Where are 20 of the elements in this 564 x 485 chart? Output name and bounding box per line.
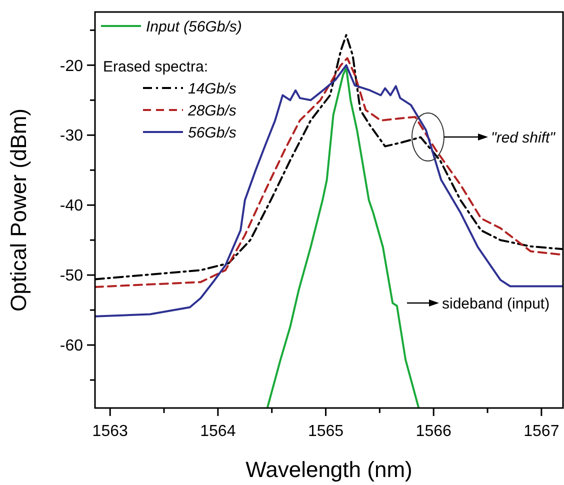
y-tick-label: -20 (60, 58, 84, 75)
x-tick-label: 1566 (416, 423, 452, 440)
y-tick-label: -60 (60, 338, 84, 355)
x-tick-label: 1567 (524, 423, 560, 440)
annotation: sideband (input) (442, 295, 550, 312)
x-axis-title: Wavelength (nm) (246, 457, 412, 482)
x-tick-label: 1564 (200, 423, 236, 440)
x-tick-label: 1563 (92, 423, 128, 440)
legend-label: 28Gb/s (187, 102, 237, 120)
line-series (266, 66, 420, 408)
y-tick-label: -40 (60, 198, 84, 215)
legend-title: Erased spectra: (103, 58, 208, 76)
y-tick-label: -50 (60, 268, 84, 285)
legend-label: Input (56Gb/s) (146, 18, 242, 36)
x-tick-label: 1565 (308, 423, 344, 440)
legend-label: 56Gb/s (188, 124, 237, 142)
legend-label: 14Gb/s (188, 80, 237, 98)
y-axis-title: Optical Power (dBm) (6, 108, 31, 312)
annotation: "red shift" (491, 129, 556, 146)
y-tick-label: -30 (60, 128, 84, 145)
